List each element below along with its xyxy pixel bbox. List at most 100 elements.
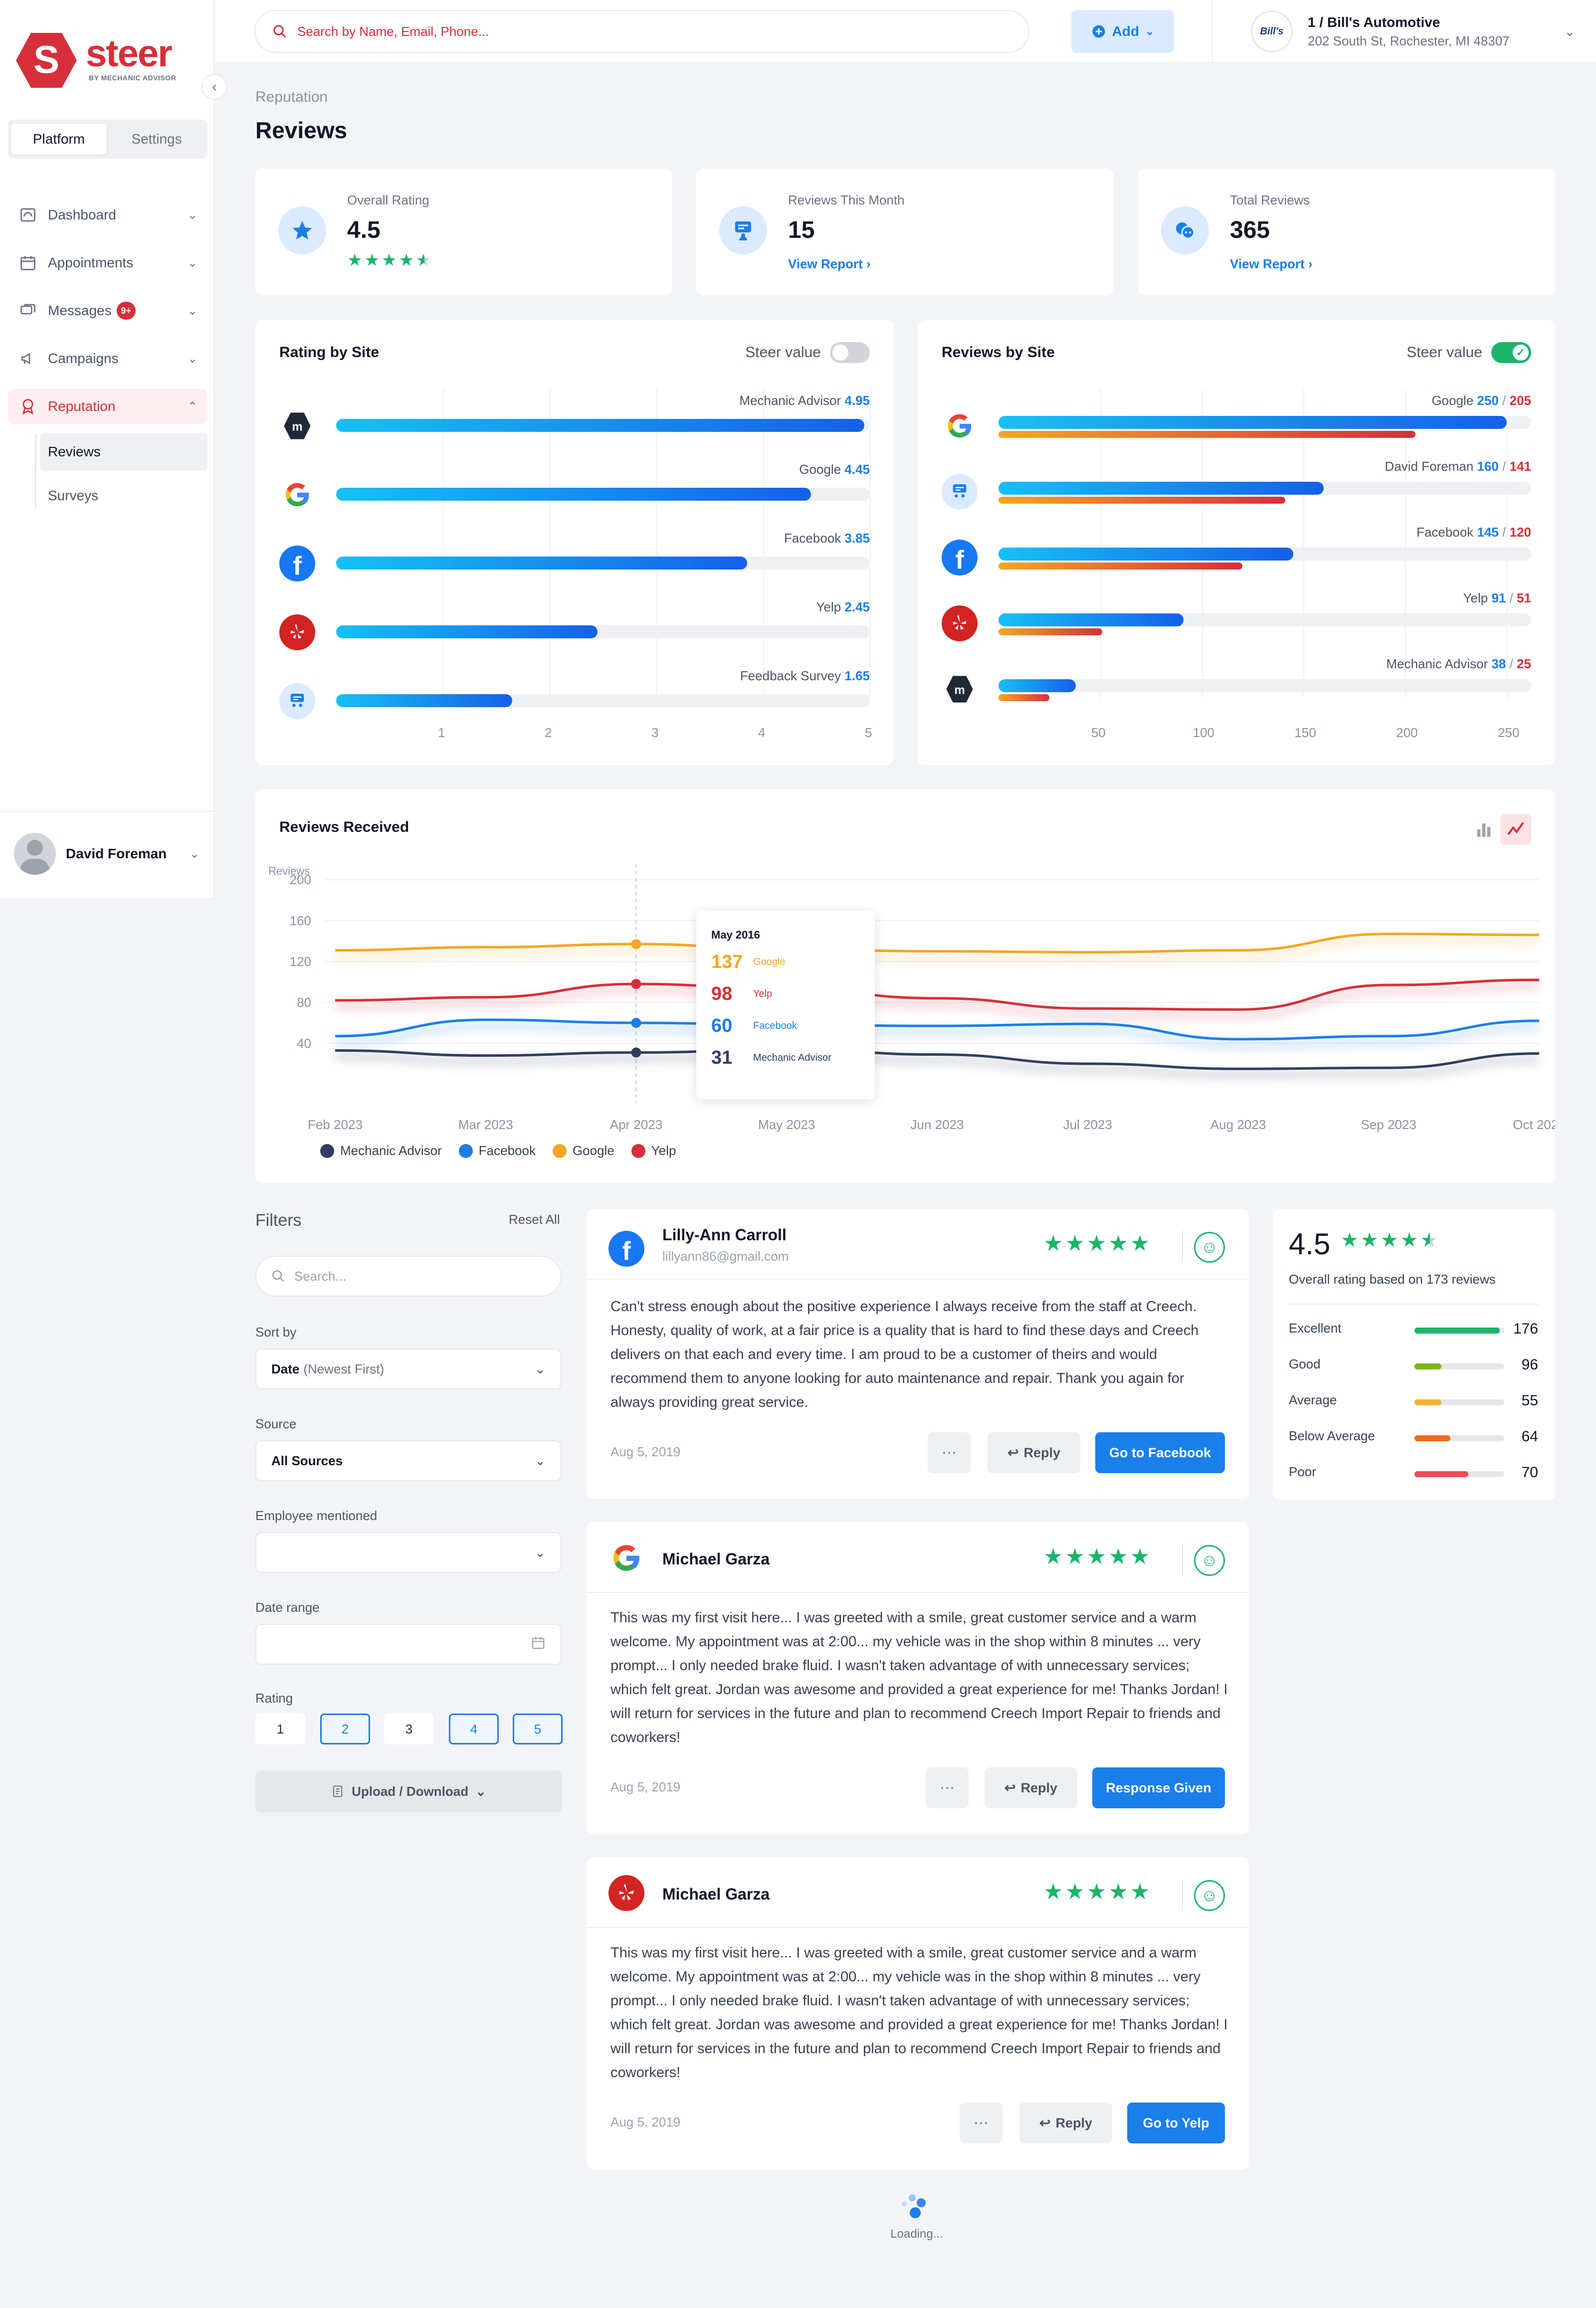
sidebar-subitem-surveys[interactable]: Surveys — [48, 488, 99, 503]
rating-bar[interactable] — [336, 557, 747, 570]
steer-count-bar[interactable] — [998, 613, 1184, 626]
sidebar-subitem-reviews[interactable]: Reviews — [40, 433, 207, 471]
gridline — [443, 389, 444, 698]
chevron-down-icon: ⌄ — [535, 1544, 546, 1560]
line-chart-toggle-button[interactable] — [1500, 814, 1531, 845]
steer-value-toggle[interactable]: Steer value ✓ — [1406, 342, 1531, 363]
hover-point[interactable] — [631, 939, 641, 950]
series-line[interactable] — [335, 1048, 1540, 1070]
reply-button[interactable]: ↩ Reply — [985, 1767, 1077, 1808]
site-count-bar[interactable] — [998, 497, 1285, 504]
legend-item[interactable]: Yelp — [631, 1143, 676, 1158]
view-report-link[interactable]: View Report › — [1230, 256, 1313, 271]
site-count-bar[interactable] — [998, 694, 1049, 701]
user-menu[interactable]: David Foreman ⌄ — [0, 811, 214, 896]
view-report-link[interactable]: View Report › — [788, 256, 871, 271]
upload-download-button[interactable]: Upload / Download ⌄ — [255, 1770, 562, 1812]
hover-point[interactable] — [631, 1047, 641, 1058]
shop-selector[interactable]: Bill's 1 / Bill's Automotive 202 South S… — [1212, 0, 1596, 63]
reset-all-link[interactable]: Reset All — [509, 1212, 560, 1227]
steer-count-bar[interactable] — [998, 679, 1076, 692]
legend-item[interactable]: Google — [552, 1143, 614, 1158]
steer-value-toggle[interactable]: Steer value — [745, 342, 870, 363]
employee-select[interactable]: ⌄ — [255, 1532, 562, 1573]
sort-select[interactable]: Date (Newest First) ⌄ — [255, 1348, 562, 1389]
feedback-survey-icon — [942, 474, 978, 510]
series-line[interactable] — [335, 933, 1540, 954]
review-count-steer: 91 — [1491, 590, 1506, 605]
x-tick-label: Jul 2023 — [1063, 1117, 1112, 1132]
megaphone-icon — [16, 347, 40, 371]
chevron-down-icon: ⌄ — [189, 847, 200, 861]
hover-point[interactable] — [631, 1018, 641, 1028]
toggle-switch[interactable] — [830, 342, 870, 363]
series-line[interactable] — [335, 1018, 1540, 1041]
rating-chip-1[interactable]: 1 — [255, 1714, 305, 1744]
add-button[interactable]: Add ⌄ — [1071, 10, 1174, 53]
review-count-steer: 38 — [1491, 656, 1506, 671]
steer-count-bar[interactable] — [998, 482, 1324, 495]
steer-count-bar[interactable] — [998, 548, 1294, 561]
collapse-sidebar-button[interactable]: ‹ — [201, 74, 227, 100]
sidebar-item-dashboard[interactable]: Dashboard ⌄ — [8, 197, 207, 232]
breadcrumb[interactable]: Reputation — [255, 89, 328, 105]
gridline — [1405, 389, 1406, 698]
site-count-bar[interactable] — [998, 431, 1415, 438]
review-count-site: 25 — [1517, 656, 1531, 671]
rating-chip-3[interactable]: 3 — [384, 1714, 434, 1744]
reply-button[interactable]: ↩ Reply — [1019, 2103, 1112, 2143]
toggle-switch[interactable]: ✓ — [1491, 342, 1531, 363]
source-select[interactable]: All Sources ⌄ — [255, 1440, 562, 1481]
distribution-track — [1414, 1328, 1504, 1334]
sidebar-item-messages[interactable]: Messages 9+ ⌄ — [8, 293, 207, 328]
more-options-button[interactable]: ⋯ — [926, 1767, 969, 1808]
global-search-input[interactable]: Search by Name, Email, Phone... — [254, 10, 1029, 53]
go-to-yelp-button[interactable]: Go to Yelp — [1127, 2103, 1225, 2143]
date-range-input[interactable] — [255, 1624, 562, 1665]
distribution-fill — [1414, 1363, 1441, 1369]
response-given-button[interactable]: Response Given — [1092, 1767, 1225, 1808]
tooltip-title: May 2016 — [711, 929, 760, 941]
bar-chart-toggle-button[interactable] — [1468, 814, 1499, 845]
reply-button[interactable]: ↩ Reply — [988, 1432, 1080, 1473]
go-to-facebook-button[interactable]: Go to Facebook — [1095, 1432, 1225, 1473]
chevron-down-icon: ⌄ — [1564, 23, 1575, 39]
more-options-button[interactable]: ⋯ — [928, 1432, 971, 1473]
hover-point[interactable] — [631, 979, 641, 989]
messages-icon — [16, 299, 40, 323]
chart-title: Reviews Received — [279, 819, 409, 835]
google-icon — [608, 1540, 644, 1576]
tab-settings[interactable]: Settings — [131, 131, 182, 147]
review-search-input[interactable]: Search... — [255, 1256, 562, 1297]
rating-chip-5[interactable]: 5 — [513, 1714, 563, 1744]
legend-item[interactable]: Mechanic Advisor — [320, 1143, 442, 1158]
legend-item[interactable]: Facebook — [458, 1143, 536, 1158]
site-name: David Foreman — [1385, 459, 1474, 474]
site-name: Yelp — [1463, 590, 1488, 605]
x-tick-label: Aug 2023 — [1210, 1117, 1266, 1132]
rating-chip-4[interactable]: 4 — [449, 1714, 499, 1744]
gridline — [1303, 389, 1305, 698]
sidebar-item-campaigns[interactable]: Campaigns ⌄ — [8, 341, 207, 376]
shop-address: 202 South St, Rochester, MI 48307 — [1308, 33, 1510, 48]
rating-bar[interactable] — [336, 419, 865, 432]
steer-count-bar[interactable] — [998, 416, 1507, 429]
tab-platform[interactable]: Platform — [11, 124, 107, 155]
site-count-bar[interactable] — [998, 628, 1102, 635]
more-options-button[interactable]: ⋯ — [960, 2103, 1002, 2143]
rating-bar[interactable] — [336, 488, 811, 501]
tooltip-value: 137 — [711, 952, 743, 972]
sidebar-item-label: Appointments — [48, 255, 134, 270]
shop-name: 1 / Bill's Automotive — [1308, 14, 1440, 30]
site-count-bar[interactable] — [998, 563, 1243, 570]
rating-bar[interactable] — [336, 625, 598, 638]
series-line[interactable] — [335, 978, 1540, 1011]
stat-card-overall-rating: Overall Rating 4.5 ★★★★★ — [255, 169, 672, 295]
rating-chip-2[interactable]: 2 — [320, 1714, 370, 1744]
rating-bar[interactable] — [336, 694, 513, 707]
site-name: Feedback Survey — [740, 668, 841, 683]
distribution-fill — [1414, 1435, 1450, 1441]
sidebar-item-appointments[interactable]: Appointments ⌄ — [8, 245, 207, 280]
sidebar-item-reputation[interactable]: Reputation ⌃ — [8, 389, 207, 424]
